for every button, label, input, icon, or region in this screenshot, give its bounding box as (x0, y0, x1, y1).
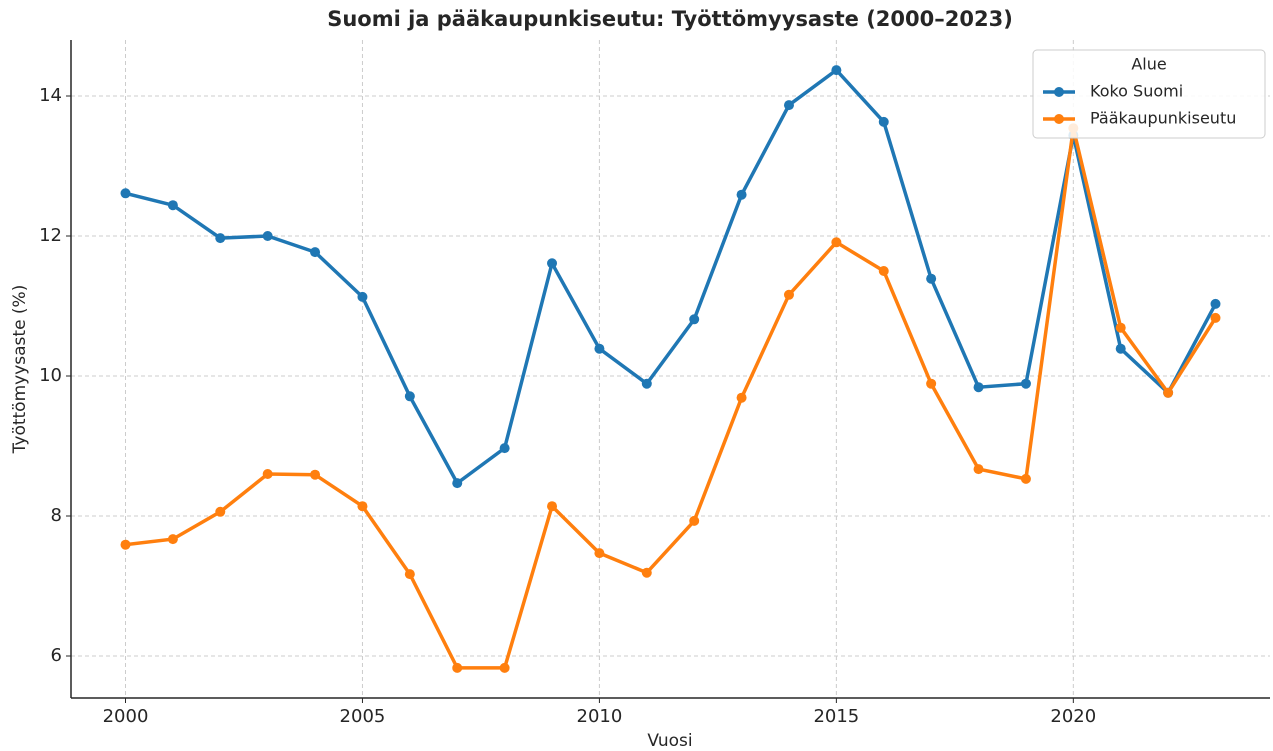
data-point (1210, 312, 1221, 323)
data-point (594, 548, 605, 559)
data-point (926, 378, 937, 389)
legend-marker (1054, 87, 1064, 97)
data-point (1115, 322, 1126, 333)
data-point (736, 392, 747, 403)
data-point (926, 273, 937, 284)
data-point (878, 116, 889, 127)
data-point (120, 188, 131, 199)
data-point (783, 100, 794, 111)
data-point (1020, 378, 1031, 389)
data-point (262, 469, 273, 479)
data-point (689, 515, 700, 526)
x-axis-label: Vuosi (647, 731, 692, 751)
data-point (973, 382, 984, 393)
data-point (878, 266, 889, 276)
data-point (641, 378, 652, 389)
data-point (357, 501, 368, 512)
data-point (404, 569, 415, 580)
data-point (641, 567, 652, 578)
data-point (1115, 343, 1126, 354)
data-point (452, 478, 463, 489)
data-point (499, 662, 510, 673)
data-point (1020, 473, 1031, 484)
legend-marker (1054, 114, 1064, 124)
y-tick-label: 6 (51, 645, 62, 666)
data-point (120, 539, 131, 550)
data-point (167, 200, 178, 211)
y-tick-label: 12 (39, 225, 62, 246)
data-point (215, 506, 226, 517)
data-point (357, 291, 368, 302)
y-tick-label: 10 (39, 365, 62, 386)
legend-title: Alue (1131, 55, 1166, 74)
data-point (1210, 298, 1221, 309)
y-tick-label: 14 (39, 85, 62, 106)
x-tick-label: 2000 (103, 706, 149, 727)
data-point (783, 289, 794, 300)
data-point (831, 237, 842, 248)
data-point (736, 189, 747, 200)
legend-label: Pääkaupunkiseutu (1090, 109, 1236, 128)
data-point (499, 443, 510, 454)
data-point (262, 231, 273, 241)
x-tick-label: 2005 (340, 706, 386, 727)
legend-box (1032, 49, 1266, 139)
data-point (973, 464, 984, 475)
data-point (547, 258, 558, 269)
y-tick-label: 8 (51, 505, 62, 526)
data-point (310, 469, 321, 480)
x-tick-label: 2010 (577, 706, 623, 727)
y-axis-label: Työttömyysaste (%) (10, 285, 30, 455)
data-point (547, 501, 558, 512)
data-point (831, 65, 842, 76)
series-line (125, 67, 1218, 486)
data-point (215, 233, 226, 244)
data-point (404, 391, 415, 402)
data-point (1163, 387, 1174, 398)
data-point (689, 314, 700, 325)
data-point (167, 534, 178, 545)
legend-label: Koko Suomi (1090, 82, 1183, 101)
x-tick-label: 2015 (813, 706, 859, 727)
data-point (452, 662, 463, 673)
data-point (594, 343, 605, 354)
chart-title: Suomi ja pääkaupunkiseutu: Työttömyysast… (327, 7, 1013, 31)
data-point (310, 247, 321, 258)
x-tick-label: 2020 (1050, 706, 1096, 727)
series-line (125, 127, 1217, 670)
